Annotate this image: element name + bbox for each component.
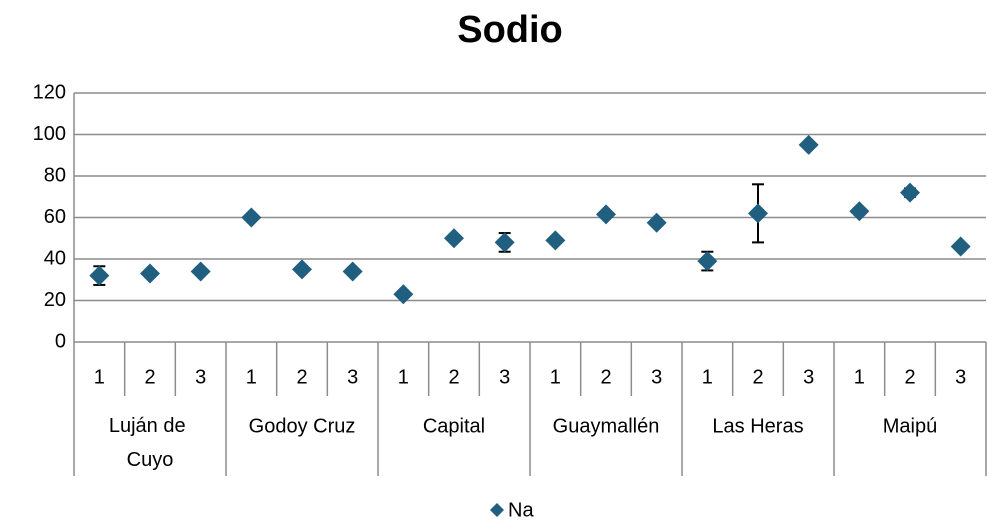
group-label: Luján de Cuyo	[109, 415, 191, 471]
marker	[393, 284, 414, 305]
marker	[849, 201, 870, 222]
group-label: Capital	[423, 415, 485, 437]
x-tick-label: 1	[550, 366, 561, 388]
chart-title: Sodio	[457, 9, 563, 51]
marker	[950, 236, 971, 257]
marker	[444, 228, 464, 249]
x-tick-label: 3	[347, 366, 358, 388]
group-label: Maipú	[883, 415, 937, 437]
y-tick-label: 20	[44, 289, 66, 311]
marker	[545, 230, 566, 251]
y-tick-label: 100	[33, 123, 66, 145]
y-tick-label: 80	[44, 164, 66, 186]
y-tick-label: 60	[44, 206, 66, 228]
x-tick-label: 3	[195, 366, 206, 388]
x-tick-label: 2	[752, 366, 763, 388]
x-tick-label: 2	[448, 366, 459, 388]
marker	[646, 212, 667, 233]
marker	[900, 182, 920, 203]
group-label: Guaymallén	[553, 415, 660, 437]
x-tick-label: 3	[499, 366, 510, 388]
x-tick-label: 2	[296, 366, 307, 388]
y-tick-label: 120	[33, 81, 66, 103]
marker	[89, 265, 110, 286]
x-tick-label: 3	[651, 366, 662, 388]
marker	[748, 203, 768, 224]
x-tick-label: 1	[94, 366, 105, 388]
marker	[798, 134, 819, 155]
group-label: Godoy Cruz	[249, 415, 356, 437]
x-tick-label: 1	[854, 366, 865, 388]
x-tick-label: 2	[904, 366, 915, 388]
marker	[342, 261, 363, 282]
y-tick-label: 0	[55, 330, 66, 352]
x-tick-label: 1	[398, 366, 409, 388]
legend-label: Na	[508, 499, 534, 521]
group-label: Las Heras	[712, 415, 803, 437]
x-tick-label: 1	[246, 366, 257, 388]
x-tick-label: 1	[702, 366, 713, 388]
legend-marker	[490, 503, 504, 517]
marker	[697, 251, 718, 272]
marker	[241, 207, 262, 228]
marker	[190, 261, 211, 282]
x-tick-label: 3	[803, 366, 814, 388]
y-tick-label: 40	[44, 247, 66, 269]
marker	[596, 204, 616, 225]
marker	[140, 263, 160, 284]
x-tick-label: 2	[144, 366, 155, 388]
x-tick-label: 3	[955, 366, 966, 388]
x-tick-label: 2	[600, 366, 611, 388]
marker	[494, 232, 515, 253]
marker	[292, 259, 312, 280]
